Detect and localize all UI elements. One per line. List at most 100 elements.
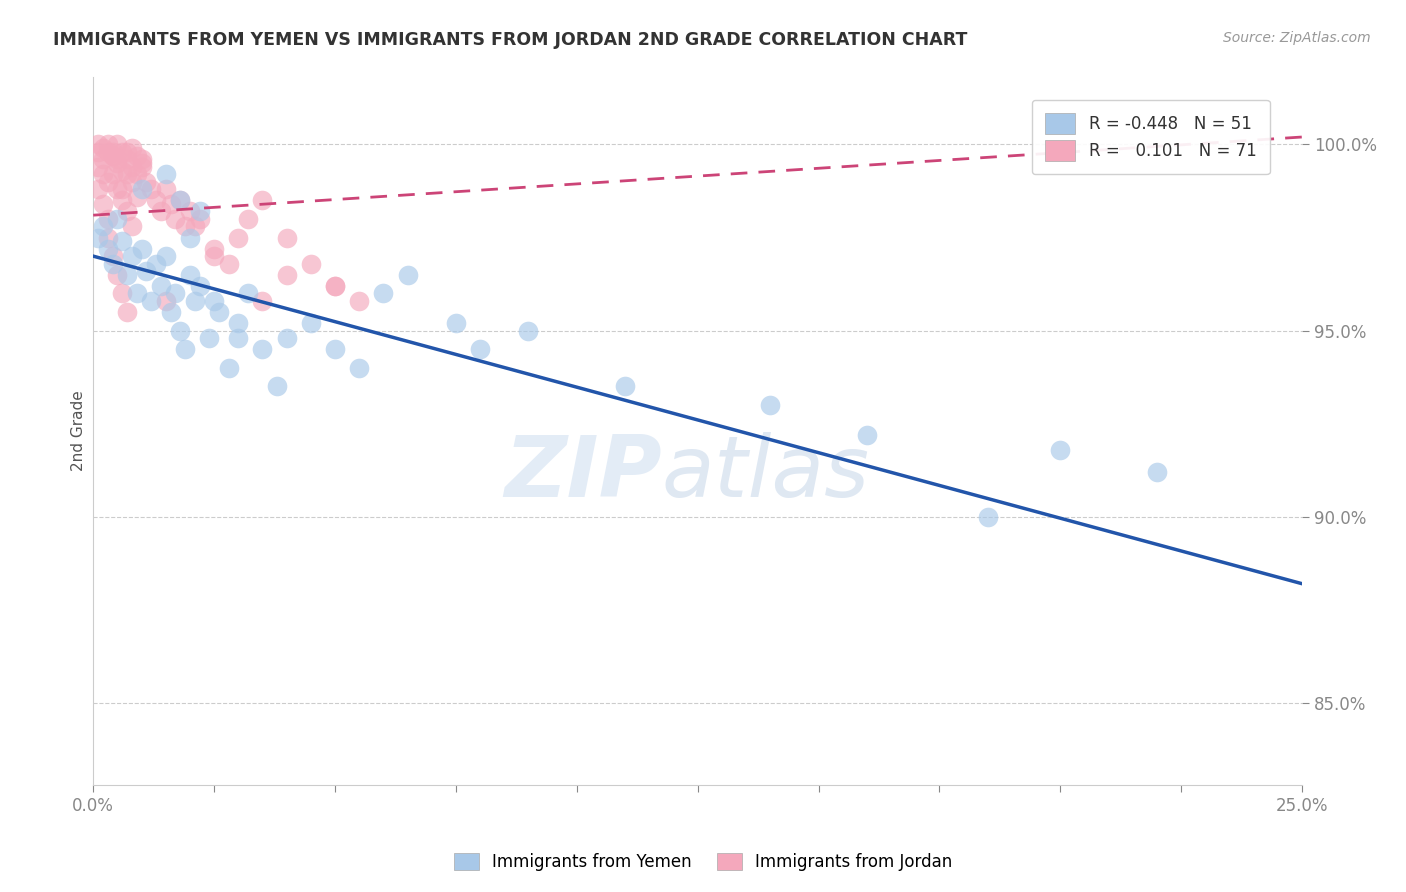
Point (977, 509, 1000, 524)
Point (299, 316, 322, 330)
Point (373, 286, 395, 301)
Point (105, 153, 128, 167)
Point (111, 182, 134, 196)
Point (226, 230, 249, 244)
Legend: Immigrants from Yemen, Immigrants from Jordan: Immigrants from Yemen, Immigrants from J… (446, 845, 960, 880)
Point (299, 256, 322, 270)
Legend: R = -0.448   N = 51, R =   0.101   N = 71: R = -0.448 N = 51, R = 0.101 N = 71 (1032, 100, 1270, 174)
Point (276, 268, 298, 282)
Point (125, 167, 148, 181)
Point (323, 279, 346, 293)
Point (125, 189, 148, 203)
Point (87, 137, 110, 152)
Point (115, 305, 138, 319)
Point (101, 167, 124, 181)
Point (131, 156, 153, 170)
Point (759, 398, 782, 412)
Point (202, 249, 225, 263)
Point (97, 175, 120, 189)
Point (101, 249, 124, 263)
Point (121, 160, 143, 174)
Point (179, 204, 201, 219)
Point (125, 148, 148, 162)
Point (87, 182, 110, 196)
Point (121, 141, 143, 155)
Point (149, 279, 172, 293)
Point (517, 324, 540, 338)
Point (125, 286, 148, 301)
Point (91, 219, 114, 234)
Point (347, 293, 370, 308)
Point (97, 145, 120, 159)
Point (101, 256, 124, 270)
Point (131, 242, 153, 256)
Point (135, 264, 157, 278)
Point (155, 293, 177, 308)
Point (145, 256, 167, 270)
Point (87, 230, 110, 244)
Point (236, 211, 259, 226)
Point (323, 279, 346, 293)
Point (155, 182, 177, 196)
Point (149, 204, 172, 219)
Point (111, 194, 134, 208)
Point (252, 293, 274, 308)
Point (141, 293, 163, 308)
Point (252, 194, 274, 208)
Point (184, 293, 207, 308)
Text: IMMIGRANTS FROM YEMEN VS IMMIGRANTS FROM JORDAN 2ND GRADE CORRELATION CHART: IMMIGRANTS FROM YEMEN VS IMMIGRANTS FROM… (53, 31, 967, 49)
Point (131, 153, 153, 167)
Point (396, 268, 419, 282)
Point (179, 268, 201, 282)
Point (105, 211, 128, 226)
Point (266, 379, 288, 393)
Point (202, 293, 225, 308)
Point (97, 137, 120, 152)
Point (226, 316, 249, 330)
Point (121, 175, 143, 189)
Point (105, 182, 128, 196)
Point (276, 230, 298, 244)
Point (276, 331, 298, 345)
Point (188, 204, 211, 219)
Point (347, 360, 370, 375)
Text: ZIP: ZIP (503, 432, 661, 515)
Point (97, 211, 120, 226)
Point (155, 249, 177, 263)
Point (188, 211, 211, 226)
Point (236, 286, 259, 301)
Point (91, 167, 114, 181)
Point (121, 249, 143, 263)
Point (188, 279, 211, 293)
Point (155, 167, 177, 181)
Point (165, 286, 187, 301)
Point (111, 163, 134, 178)
Text: atlas: atlas (661, 432, 869, 515)
Point (91, 153, 114, 167)
Point (101, 148, 124, 162)
Point (159, 305, 181, 319)
Point (97, 230, 120, 244)
Point (184, 219, 207, 234)
Point (159, 197, 181, 211)
Point (145, 194, 167, 208)
Point (87, 160, 110, 174)
Point (141, 182, 163, 196)
Point (856, 427, 879, 442)
Point (111, 145, 134, 159)
Point (91, 141, 114, 155)
Point (105, 137, 128, 152)
Point (218, 360, 240, 375)
Text: Source: ZipAtlas.com: Source: ZipAtlas.com (1223, 31, 1371, 45)
Point (323, 342, 346, 356)
Point (115, 268, 138, 282)
Point (169, 194, 191, 208)
Point (91, 197, 114, 211)
Point (174, 342, 197, 356)
Point (169, 324, 191, 338)
Point (121, 219, 143, 234)
Point (208, 305, 231, 319)
Point (101, 145, 124, 159)
Y-axis label: 2nd Grade: 2nd Grade (72, 391, 86, 472)
Point (115, 167, 138, 181)
